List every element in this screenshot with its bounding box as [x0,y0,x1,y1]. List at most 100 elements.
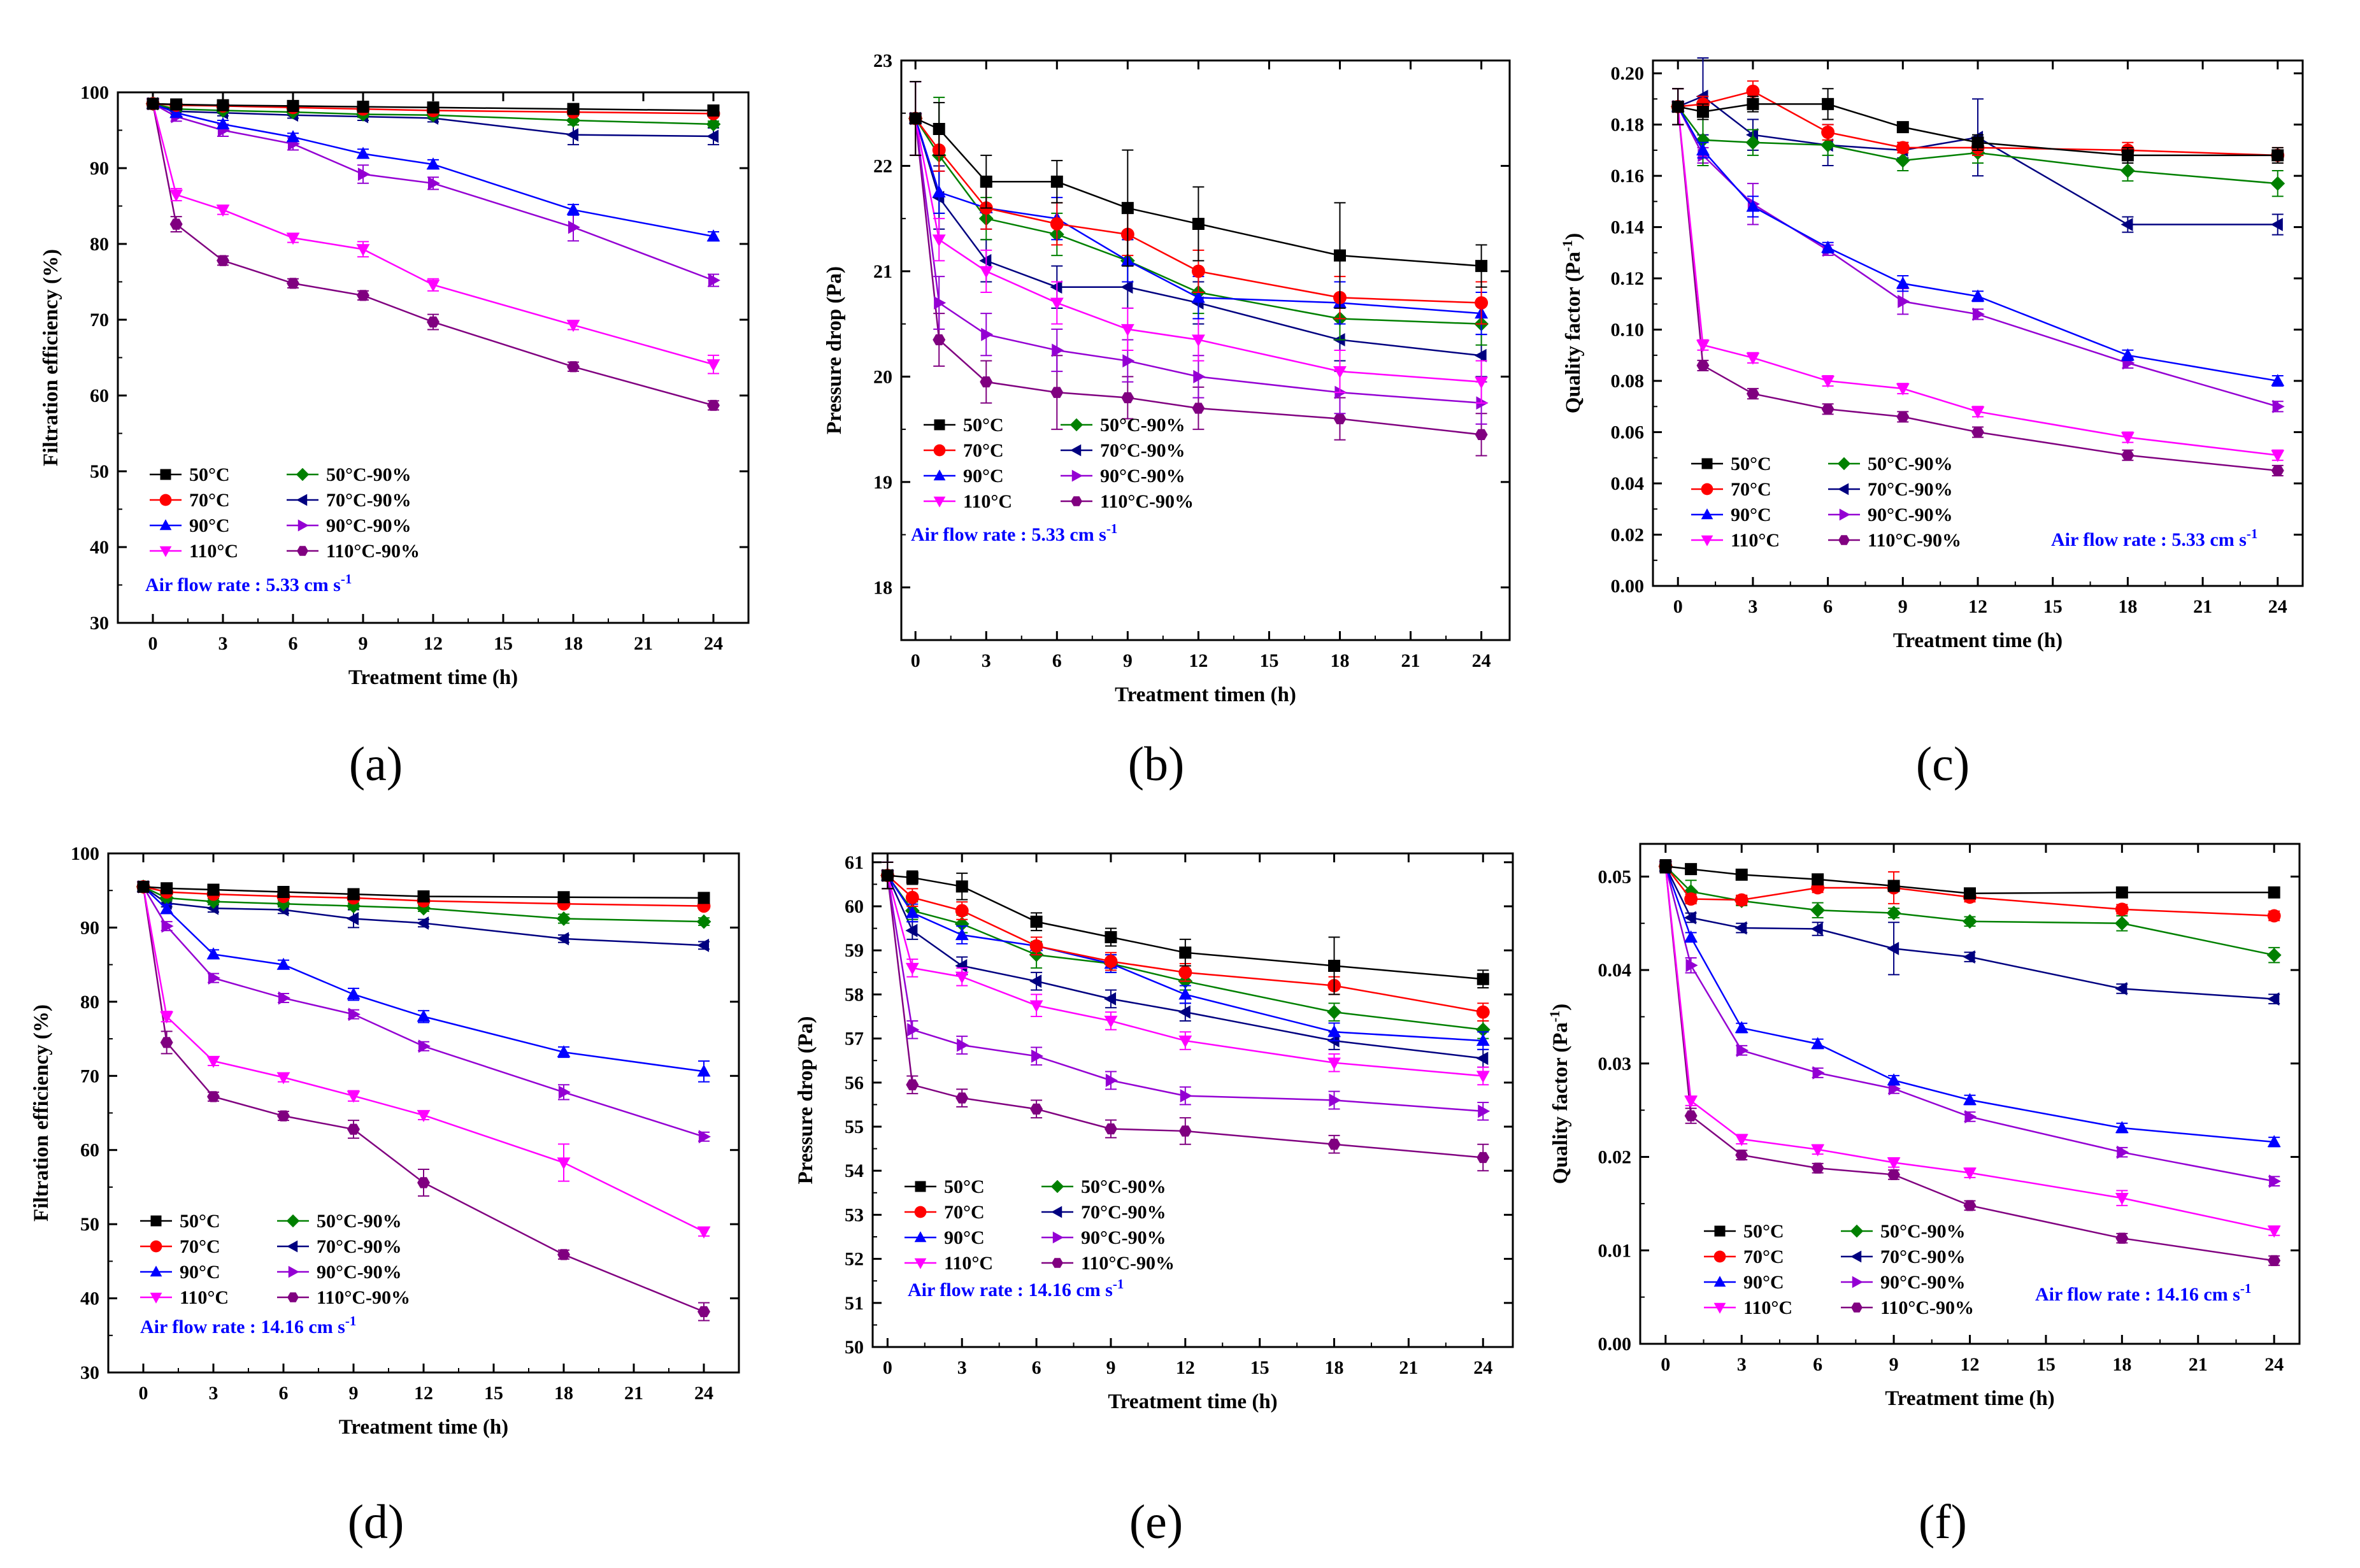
y-tick-label: 70 [90,310,109,331]
data-point [556,911,571,926]
legend-marker [150,1215,162,1227]
data-point [417,1177,430,1188]
x-tick-label: 24 [694,1383,713,1404]
data-point [207,883,220,896]
x-tick-label: 0 [1661,1354,1670,1375]
x-tick-label: 21 [2193,596,2212,617]
data-point [147,97,159,110]
data-point [1964,887,1976,900]
data-point [1696,105,1709,118]
x-tick-label: 21 [1399,1357,1418,1378]
y-axis-title-end: ) [1562,233,1585,240]
data-point [2120,218,2133,232]
legend-marker [297,519,309,532]
y-tick-label: 59 [845,940,864,961]
series-line [887,874,1484,1031]
data-point [1178,1036,1192,1048]
y-tick-label: 30 [80,1362,99,1383]
data-point [1050,387,1064,398]
data-point [1887,1157,1901,1170]
y-tick-label: 56 [845,1073,864,1094]
legend-entry: 90°C-90% [1880,1272,1966,1293]
legend-entry: 50°C [1731,453,1771,474]
y-tick-label: 0.04 [1611,473,1645,494]
data-point [2115,981,2128,995]
legend-entry: 50°C [189,464,230,485]
series-line [152,103,714,366]
data-point [160,1037,173,1048]
data-point [1696,339,1710,352]
data-point [1735,1149,1749,1161]
series-line [915,118,1482,315]
data-point [568,220,580,234]
legend: 50°C 70°C 90°C 110°C 50°C-90% 70°C-90% 90°C-90… [924,415,1194,512]
legend-marker [1838,535,1850,545]
legend-marker [1701,535,1713,546]
series-110°C [880,861,1490,1086]
x-tick-label: 12 [424,633,443,654]
data-point [1896,276,1910,289]
legend-entry: 50°C-90% [1868,453,1953,474]
data-point [286,232,300,245]
series-line [1664,866,2275,1232]
legend-entry: 90°C-90% [326,515,411,536]
data-point [566,320,580,332]
series-50°C [137,880,710,904]
x-tick-label: 24 [2268,596,2287,617]
data-point [697,1226,711,1239]
data-point [1821,125,1835,139]
series-70°C-90% [1658,859,2280,1006]
series-110°C [1659,859,2281,1238]
series-line [1677,106,2278,472]
legend-entry: 90°C-90% [1868,504,1953,525]
legend-marker [1701,483,1713,495]
legend-marker [297,546,308,556]
data-point [1746,388,1759,399]
data-point [1052,343,1064,357]
series-line [142,887,704,1313]
panel-label: (a) [349,738,403,791]
y-tick-label: 57 [845,1029,864,1050]
data-point [1121,202,1134,215]
y-tick-label: 0.16 [1611,166,1645,187]
series-110°C [146,98,720,374]
legend-marker [1713,1250,1726,1263]
data-point [1327,1057,1341,1070]
series-110°C-90% [881,861,1490,1172]
x-tick-label: 18 [1325,1357,1344,1378]
air-flow-note-text: Air flow rate : 5.33 cm s [911,524,1106,545]
legend-marker [1713,1302,1726,1314]
legend-marker [1701,458,1713,469]
legend-marker [150,1292,162,1304]
series-line [1665,865,2275,895]
panel-label: (e) [1129,1495,1183,1549]
legend-marker [1714,1225,1726,1237]
series-line [152,103,714,138]
data-point [1327,1025,1341,1037]
legend-marker [1052,1258,1063,1268]
legend-marker [159,494,172,506]
air-flow-note-text: Air flow rate : 14.16 cm s [140,1316,345,1337]
legend-entry: 50°C-90% [1880,1221,1966,1242]
data-point [1031,1049,1044,1063]
legend-entry: 110°C-90% [1100,491,1194,512]
x-axis-title: Treatment time (h) [1885,1387,2054,1410]
legend-entry: 70°C [963,440,1004,461]
series-line [915,118,1482,357]
legend-marker [160,469,171,480]
series-line [914,118,1482,404]
data-point [1050,280,1062,294]
legend-entry: 110°C [944,1253,993,1274]
data-point [217,99,229,111]
data-point [1333,249,1346,262]
chart-panel-b: 0 3 6 9 12 15 18 21 24 18 19 20 21 22 23 Treatment time… [823,50,1511,706]
legend-marker [1052,1231,1064,1244]
x-tick-label: 12 [1961,1354,1980,1375]
data-point [1191,334,1205,347]
air-flow-note-sup: -1 [2240,1281,2252,1296]
series-line [887,874,1484,980]
data-point [1887,1073,1901,1086]
air-flow-note: Air flow rate : 14.16 cm s-1 [908,1276,1124,1301]
x-tick-label: 3 [1737,1354,1747,1375]
series-line [1678,90,2278,157]
